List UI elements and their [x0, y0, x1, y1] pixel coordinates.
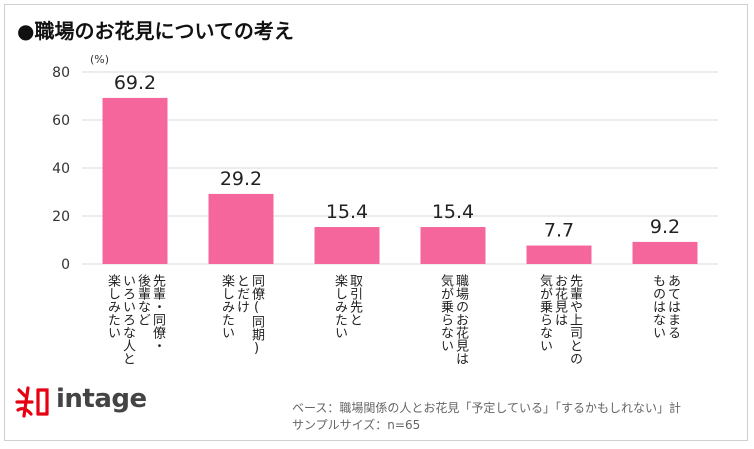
bar: [314, 227, 380, 264]
category-label: 先輩や上司との お花見は 気が乗らない: [537, 274, 582, 365]
y-unit-label: (%): [90, 53, 109, 66]
bar: [632, 241, 698, 264]
footnote: ベース：職場関係の人とお花見「予定している」「するかもしれない」計 サンプルサイ…: [292, 400, 681, 434]
data-label: 15.4: [326, 201, 368, 223]
chart-title: ●職場のお花見についての考え: [17, 19, 294, 43]
y-tick-label: 40: [52, 161, 70, 177]
data-label: 9.2: [650, 216, 680, 238]
logo-text: intage: [56, 384, 147, 414]
data-label: 69.2: [114, 72, 156, 94]
data-label: 29.2: [220, 168, 262, 190]
intage-logo-mark-icon: [15, 386, 49, 418]
category-label: 職場のお花見は 気が乗らない: [438, 274, 468, 365]
y-tick-label: 20: [52, 209, 70, 225]
category-label: 取引先と 楽しみたい: [332, 274, 362, 339]
logo-mark-strokes: [15, 386, 49, 418]
bar: [526, 245, 592, 264]
data-label: 7.7: [544, 220, 574, 242]
bar: [102, 97, 168, 264]
bar: [208, 193, 274, 264]
sample-size-note: サンプルサイズ：n=65: [292, 418, 421, 432]
category-label: 先輩・同僚・ 後輩など いろいろな人と 楽しみたい: [105, 274, 165, 365]
category-label: あてはまる ものはない: [650, 274, 680, 339]
data-label: 15.4: [432, 201, 474, 223]
y-tick-label: 80: [52, 65, 70, 81]
y-tick-label: 0: [61, 257, 70, 273]
y-tick-label: 60: [52, 113, 70, 129]
bar: [420, 227, 486, 264]
base-note: ベース：職場関係の人とお花見「予定している」「するかもしれない」計: [292, 401, 682, 415]
category-label: 同僚(同期) とだけ 楽しみたい: [219, 274, 264, 356]
